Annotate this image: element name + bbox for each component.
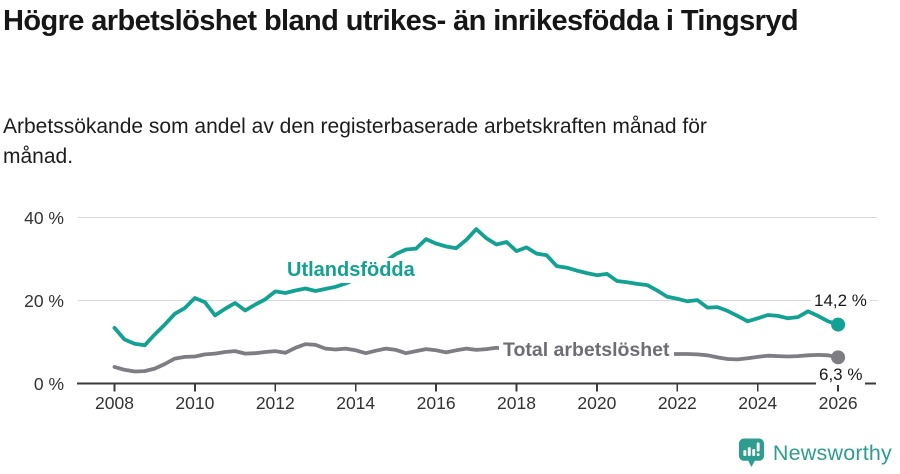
- y-axis-tick-label: 20 %: [24, 290, 64, 311]
- end-value-total: 6,3 %: [816, 365, 866, 385]
- x-axis-tick-label: 2016: [416, 393, 456, 413]
- x-axis-tick-label: 2018: [497, 393, 536, 413]
- x-axis-tick-label: 2022: [657, 393, 697, 413]
- series-line: [112, 342, 840, 374]
- newsworthy-logo[interactable]: Newsworthy: [738, 438, 892, 469]
- series-end-dot: [831, 350, 846, 365]
- y-axis-tick-label: 0 %: [33, 373, 64, 394]
- series-line: [112, 227, 840, 348]
- x-axis-tick-label: 2012: [255, 393, 295, 413]
- footer: Newsworthy: [0, 432, 900, 474]
- x-axis-tick-label: 2014: [336, 393, 376, 413]
- series-end-dot: [831, 317, 846, 332]
- chart-title: Högre arbetslöshet bland utrikes- än inr…: [3, 5, 799, 37]
- chart-subtitle: Arbetssökande som andel av den registerb…: [3, 115, 707, 168]
- newsworthy-bubble-chart-icon: [738, 438, 764, 467]
- series-label-total-arbetsloshet: Total arbetslöshet: [499, 338, 674, 363]
- series-label-utlandsfodda: Utlandsfödda: [283, 258, 419, 283]
- x-axis-tick-label: 2020: [577, 393, 617, 413]
- x-axis-tick-label: 2008: [95, 393, 134, 413]
- speech-bubble-shape: [738, 438, 764, 467]
- end-value-utlandsfodda: 14,2 %: [811, 291, 870, 311]
- brand-name: Newsworthy: [772, 441, 892, 465]
- x-axis-tick-label: 2010: [175, 393, 215, 413]
- y-axis-tick-label: 40 %: [24, 207, 64, 228]
- x-axis-tick-label: 2026: [818, 393, 858, 413]
- x-axis-tick-label: 2024: [738, 393, 778, 413]
